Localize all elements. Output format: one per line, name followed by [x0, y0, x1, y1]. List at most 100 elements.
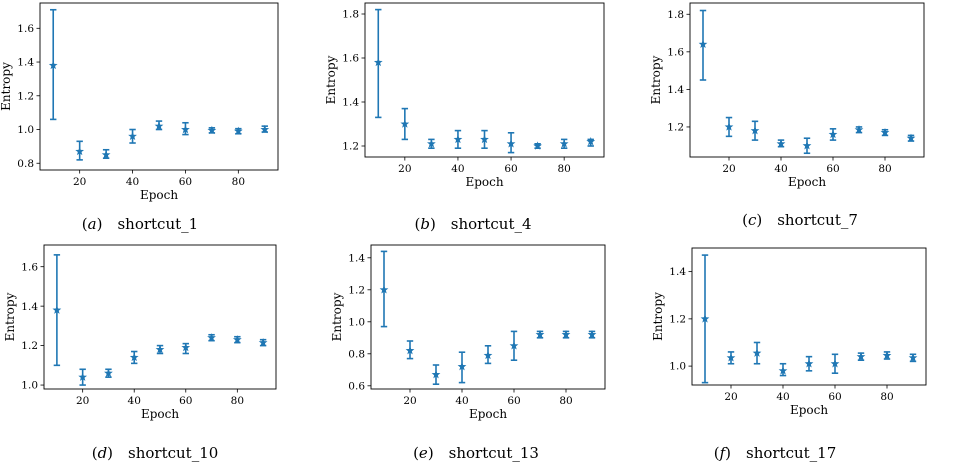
x-tick-label: 80 — [880, 391, 893, 403]
panel-caption: (c) shortcut_7 — [742, 211, 858, 229]
data-point-star — [828, 129, 838, 139]
y-tick-label: 1.2 — [667, 122, 684, 134]
data-point-star — [533, 141, 542, 150]
data-point-star — [52, 305, 62, 314]
y-tick-label: 1.4 — [17, 57, 34, 69]
data-point-star — [101, 150, 111, 159]
plot-frame — [43, 244, 277, 390]
data-point-star — [104, 368, 113, 377]
y-tick-label: 1.6 — [17, 23, 34, 35]
x-tick-label: 60 — [828, 391, 841, 403]
x-axis-title: Epoch — [140, 188, 178, 202]
data-point-star — [483, 350, 493, 360]
y-axis-title: Entropy — [649, 55, 663, 104]
y-tick-label: 1.2 — [342, 141, 359, 153]
data-point-star — [778, 366, 788, 375]
data-point-star — [700, 314, 710, 323]
x-tick-label: 60 — [504, 163, 517, 175]
x-axis-title: Epoch — [141, 407, 179, 421]
data-point-star — [78, 372, 88, 381]
y-tick-label: 1.0 — [21, 380, 38, 392]
x-axis-title: Epoch — [469, 407, 507, 421]
y-tick-label: 1.6 — [667, 46, 684, 58]
data-point-star — [258, 338, 268, 347]
y-tick-label: 1.8 — [342, 9, 359, 21]
x-tick-label: 60 — [179, 176, 192, 188]
data-point-star — [854, 125, 864, 134]
x-tick-label: 60 — [507, 395, 520, 407]
data-point-star — [724, 122, 734, 131]
panel-caption: (d) shortcut_10 — [92, 444, 219, 462]
data-point-star — [561, 330, 571, 339]
data-point-star — [856, 352, 866, 361]
data-point-star — [587, 330, 597, 339]
x-tick-label: 80 — [557, 163, 570, 175]
data-point-star — [908, 353, 918, 362]
panel-c: 20 40 60 80 1.2 1.4 1.6 1.8 Epoch Entropy (c) shor… — [649, 2, 925, 229]
y-tick-label: 0.8 — [348, 348, 365, 360]
data-point-star — [48, 60, 58, 70]
plot-frame — [364, 2, 605, 158]
data-point-star — [181, 124, 190, 134]
data-point-star — [260, 124, 270, 134]
data-point-star — [802, 141, 812, 150]
data-point-star — [405, 346, 415, 355]
y-tick-label: 1.4 — [342, 97, 359, 109]
data-point-star — [776, 139, 786, 148]
data-point-star — [427, 139, 436, 148]
data-point-star — [906, 133, 916, 142]
y-tick-label: 1.4 — [667, 84, 684, 96]
panel-a: 20 40 60 80 0.8 1.0 1.2 1.4 1.6 Epoch Entropy (a) s… — [0, 2, 279, 233]
data-point-star — [233, 126, 243, 135]
plot-frame — [691, 247, 927, 386]
panel-e: 20 40 60 80 0.6 0.8 1.0 1.2 1.4 Epoch Entropy (e) s… — [330, 244, 606, 462]
x-tick-label: 20 — [403, 395, 416, 407]
data-point-star — [586, 137, 596, 146]
y-tick-label: 1.0 — [17, 124, 34, 136]
data-point-star — [75, 146, 85, 156]
data-point-star — [830, 359, 840, 368]
x-tick-label: 40 — [776, 391, 789, 403]
x-tick-label: 40 — [774, 163, 787, 175]
y-tick-label: 1.2 — [348, 284, 365, 296]
x-tick-label: 40 — [451, 163, 464, 175]
panel-f: 20 40 60 80 1.0 1.2 1.4 Epoch Entropy (f) shortcu… — [651, 247, 927, 462]
y-axis-title: Entropy — [3, 292, 17, 341]
x-tick-label: 40 — [128, 395, 141, 407]
data-point-star — [509, 341, 519, 350]
x-tick-label: 60 — [179, 395, 192, 407]
plot-frame — [39, 2, 279, 171]
x-tick-label: 80 — [232, 176, 245, 188]
x-tick-label: 80 — [231, 395, 244, 407]
y-tick-label: 1.0 — [669, 361, 686, 373]
y-tick-label: 1.6 — [21, 261, 38, 273]
plot-frame — [370, 244, 606, 390]
data-point-star — [698, 39, 708, 49]
x-tick-label: 40 — [455, 395, 468, 407]
data-point-star — [431, 370, 441, 379]
data-point-star — [880, 127, 890, 137]
y-tick-label: 1.2 — [17, 90, 34, 102]
y-axis-title: Entropy — [324, 55, 338, 104]
x-tick-label: 60 — [826, 163, 839, 175]
x-tick-label: 40 — [126, 176, 139, 188]
plot-frame — [689, 2, 925, 158]
data-point-star — [181, 342, 191, 352]
data-point-star — [129, 352, 139, 362]
panel-caption: (e) shortcut_13 — [413, 444, 539, 462]
x-tick-label: 20 — [398, 163, 411, 175]
data-point-star — [480, 134, 489, 144]
x-tick-label: 20 — [724, 391, 737, 403]
x-tick-label: 80 — [559, 395, 572, 407]
panel-caption: (a) shortcut_1 — [82, 215, 198, 233]
panel-caption: (b) shortcut_4 — [414, 215, 531, 233]
data-point-star — [804, 359, 814, 368]
data-point-star — [559, 139, 569, 148]
y-tick-label: 1.4 — [348, 252, 365, 264]
data-point-star — [453, 134, 463, 144]
panel-caption: (f) shortcut_17 — [714, 444, 837, 462]
data-point-star — [128, 131, 137, 140]
x-tick-label: 20 — [73, 176, 86, 188]
y-tick-label: 1.4 — [21, 301, 38, 313]
